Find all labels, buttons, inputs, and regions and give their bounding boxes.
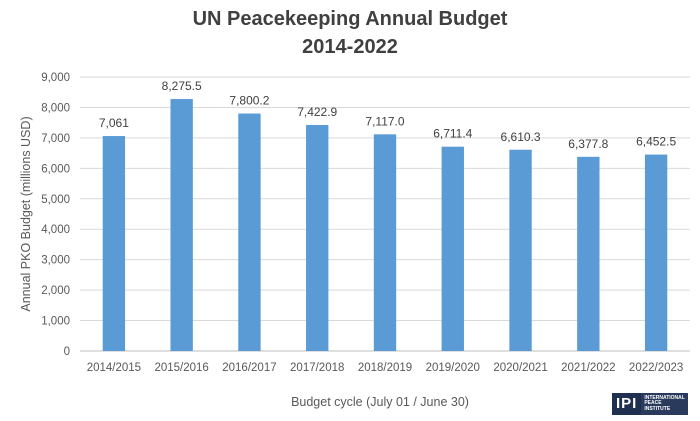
data-label: 6,377.8 — [568, 137, 608, 151]
x-tick-label: 2018/2019 — [358, 362, 412, 374]
data-label: 6,452.5 — [636, 135, 676, 149]
x-tick-label: 2015/2016 — [154, 362, 208, 374]
y-tick-label: 0 — [64, 346, 70, 358]
data-label: 7,117.0 — [365, 114, 404, 128]
x-tick-label: 2022/2023 — [629, 362, 683, 374]
y-tick-label: 5,000 — [41, 194, 70, 206]
bar — [577, 156, 600, 351]
bar — [509, 149, 532, 351]
chart-subtitle: 2014-2022 — [302, 36, 398, 58]
bar — [306, 125, 329, 351]
data-label: 8,275.5 — [162, 79, 202, 93]
bar — [238, 113, 261, 351]
bar — [441, 146, 464, 351]
x-tick-label: 2021/2022 — [561, 362, 615, 374]
data-label: 6,711.4 — [433, 127, 472, 141]
x-tick-label: 2019/2020 — [426, 362, 480, 374]
ipi-logo-mark: IPI — [612, 393, 642, 415]
y-tick-label: 6,000 — [41, 163, 70, 175]
ipi-logo: IPI INTERNATIONAL PEACE INSTITUTE — [612, 393, 688, 415]
y-axis-ticks: 0 1,000 2,000 3,000 4,000 5,000 6,000 7,000 8,00… — [41, 72, 70, 358]
chart-title: UN Peacekeeping Annual Budget — [192, 8, 508, 30]
y-tick-label: 3,000 — [41, 255, 70, 267]
x-tick-label: 2017/2018 — [290, 362, 344, 374]
x-tick-label: 2014/2015 — [87, 362, 141, 374]
bar — [170, 99, 193, 351]
y-tick-label: 8,000 — [41, 102, 70, 114]
y-tick-label: 9,000 — [41, 72, 70, 84]
logo-line-2: PEACE — [644, 400, 662, 407]
data-label: 7,422.9 — [297, 105, 337, 119]
bar — [644, 154, 668, 351]
x-tick-label: 2016/2017 — [222, 362, 276, 374]
data-label: 6,610.3 — [501, 130, 541, 144]
y-axis-title: Annual PKO Budget (millions USD) — [19, 116, 33, 311]
logo-line-3: INSTITUTE — [644, 405, 671, 412]
y-tick-label: 4,000 — [41, 224, 70, 236]
y-tick-label: 1,000 — [41, 316, 70, 328]
x-tick-label: 2020/2021 — [493, 362, 547, 374]
bars — [102, 99, 668, 351]
bar — [373, 134, 397, 351]
logo-line-1: INTERNATIONAL — [644, 394, 685, 401]
data-labels: 7,061 8,275.5 7,800.2 7,422.9 7,117.0 6,711.4… — [99, 79, 677, 151]
data-label: 7,061 — [99, 116, 129, 130]
y-tick-label: 7,000 — [41, 133, 70, 145]
x-axis-title: Budget cycle (July 01 / June 30) — [291, 395, 469, 409]
ipi-logo-text: INTERNATIONAL PEACE INSTITUTE — [641, 393, 688, 415]
y-tick-label: 2,000 — [41, 285, 70, 297]
x-axis-ticks: 2014/2015 2015/2016 2016/2017 2017/2018 2018… — [87, 362, 684, 374]
data-label: 7,800.2 — [229, 94, 269, 108]
bar — [102, 136, 126, 351]
